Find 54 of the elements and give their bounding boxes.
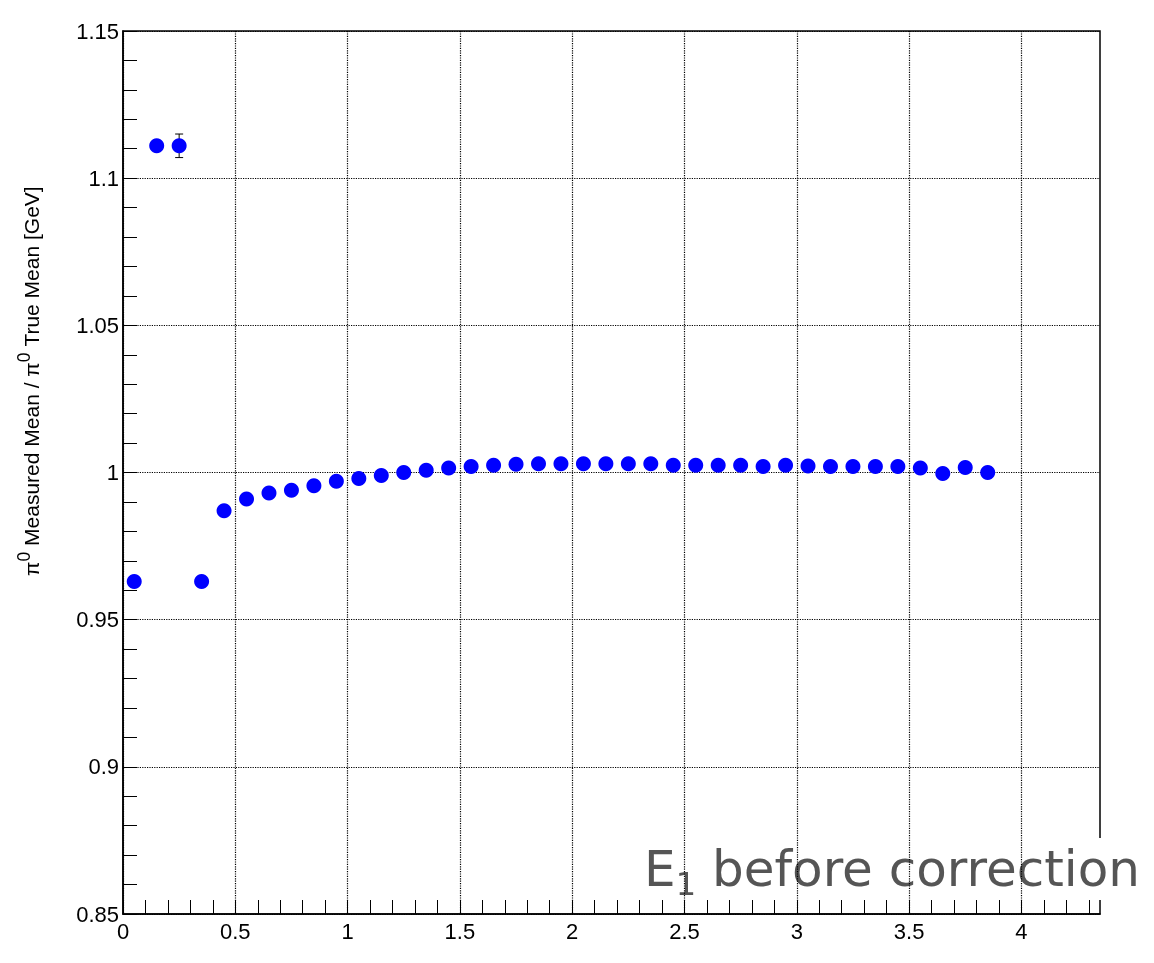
point xyxy=(957,460,973,475)
point xyxy=(845,459,861,475)
point xyxy=(216,503,232,519)
y-tick-label: 1.1 xyxy=(88,165,119,191)
point xyxy=(149,138,165,154)
point xyxy=(867,459,883,475)
point xyxy=(800,458,816,474)
x-tick-label: 3 xyxy=(790,918,803,944)
point xyxy=(396,465,412,480)
point xyxy=(643,456,659,472)
point xyxy=(261,485,277,501)
y-tick-label: 0.9 xyxy=(88,754,119,780)
point xyxy=(306,478,322,494)
point xyxy=(665,457,681,473)
point xyxy=(441,460,457,476)
x-tick-label: 3.5 xyxy=(893,918,925,944)
y-tick-label: 1.05 xyxy=(76,312,119,338)
point xyxy=(373,467,389,483)
point xyxy=(575,456,591,472)
point xyxy=(778,457,794,473)
point xyxy=(688,457,704,473)
y-tick-label: 0.95 xyxy=(76,607,119,633)
point xyxy=(733,457,749,473)
x-tick-label: 1 xyxy=(341,918,354,944)
point xyxy=(935,465,951,481)
point xyxy=(508,456,524,472)
x-tick-label: 2.5 xyxy=(669,918,700,944)
point xyxy=(890,459,906,475)
x-tick-label: 4 xyxy=(1015,918,1028,944)
point xyxy=(463,459,479,475)
point xyxy=(553,456,569,472)
point xyxy=(755,459,771,475)
y-tick-label: 1 xyxy=(106,460,119,485)
point xyxy=(171,138,187,154)
x-tick-label: 0.5 xyxy=(220,918,251,944)
point xyxy=(239,491,255,507)
point xyxy=(351,470,367,486)
point xyxy=(823,459,838,475)
point xyxy=(283,482,299,498)
point xyxy=(418,462,434,478)
point xyxy=(620,456,636,472)
y-tick-label: 0.85 xyxy=(76,901,119,927)
x-tick-label: 2 xyxy=(566,918,579,944)
point xyxy=(598,456,614,472)
point xyxy=(486,457,502,473)
point xyxy=(126,573,142,589)
point xyxy=(710,457,726,473)
point xyxy=(531,456,547,472)
point xyxy=(328,473,344,489)
point xyxy=(912,460,928,476)
y-tick-label: 1.15 xyxy=(76,18,119,44)
point xyxy=(194,573,210,589)
x-tick-label: 1.5 xyxy=(444,918,476,944)
point xyxy=(980,465,996,480)
